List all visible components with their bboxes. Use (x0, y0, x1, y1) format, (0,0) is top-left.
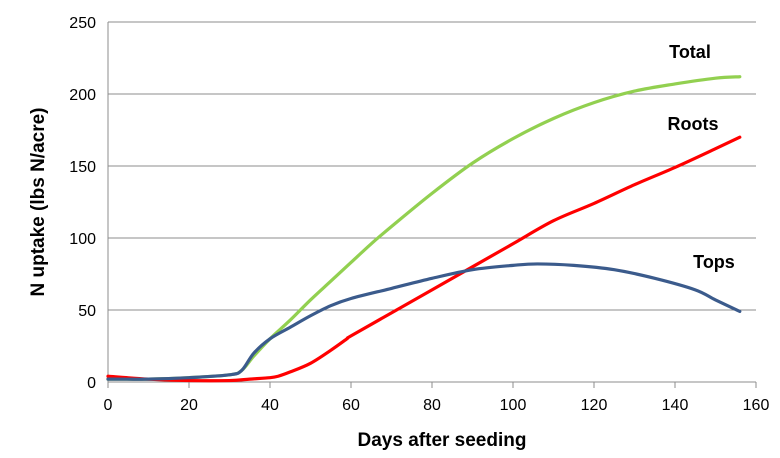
x-tick-label: 60 (342, 397, 360, 414)
y-axis-title: N uptake (lbs N/acre) (28, 108, 49, 297)
series-labels: Total Roots Tops (668, 42, 735, 272)
x-tick-label: 140 (662, 397, 689, 414)
x-axis-title: Days after seeding (358, 430, 527, 451)
series-label-total: Total (669, 42, 711, 62)
x-tick-label: 40 (261, 397, 279, 414)
series-lines (106, 75, 742, 383)
y-tick-label: 200 (69, 87, 96, 104)
gridlines (108, 21, 756, 311)
x-tick-label: 120 (581, 397, 608, 414)
x-tick-label: 80 (423, 397, 441, 414)
y-tick-label: 100 (69, 231, 96, 248)
series-line-tops (106, 262, 742, 381)
series-label-tops: Tops (693, 252, 735, 272)
series-line-roots (106, 135, 742, 383)
x-tick-label: 100 (500, 397, 527, 414)
y-tick-label: 250 (69, 15, 96, 32)
series-label-roots: Roots (668, 114, 719, 134)
y-tick-label: 150 (69, 159, 96, 176)
series-line-total (106, 75, 742, 381)
axes: 0 50 100 150 200 250 0 20 40 60 80 100 120 140 160 (69, 15, 769, 414)
y-tick-label: 50 (78, 303, 96, 320)
y-tick-label: 0 (87, 375, 96, 392)
x-tick-label: 0 (104, 397, 113, 414)
x-tick-label: 160 (743, 397, 770, 414)
x-tick-label: 20 (180, 397, 198, 414)
